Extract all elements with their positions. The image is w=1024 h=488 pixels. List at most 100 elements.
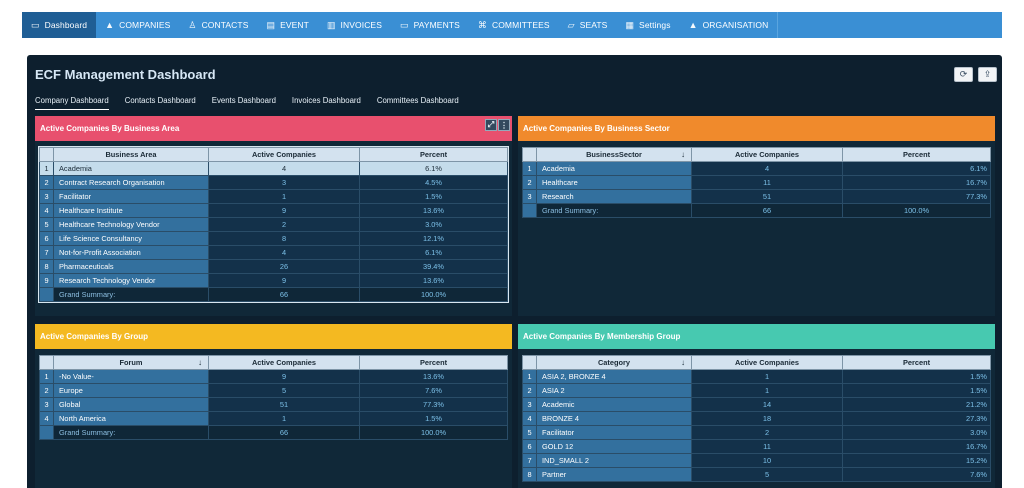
row-count: 5 (208, 383, 360, 398)
row-number: 2 (522, 383, 537, 398)
row-count: 11 (691, 439, 843, 454)
table-row[interactable]: 1 Academia 4 6.1% (522, 161, 991, 176)
table-row[interactable]: 9 Research Technology Vendor 9 13.6% (39, 273, 508, 288)
table-row[interactable]: 5 Facilitator 2 3.0% (522, 425, 991, 440)
top-navigation-bar: ▭ Dashboard ▲ COMPANIES ♙ CONTACTS ▤ EVE… (22, 12, 1002, 38)
table-row[interactable]: 6 GOLD 12 11 16.7% (522, 439, 991, 454)
summary-label: Grand Summary: (536, 203, 692, 218)
table-row[interactable]: 1 -No Value- 9 13.6% (39, 369, 508, 384)
table-row[interactable]: 7 Not-for-Profit Association 4 6.1% (39, 245, 508, 260)
table-row[interactable]: 4 Healthcare Institute 9 13.6% (39, 203, 508, 218)
table-row[interactable]: 1 ASIA 2, BRONZE 4 1 1.5% (522, 369, 991, 384)
tab-company-dashboard[interactable]: Company Dashboard (35, 96, 109, 110)
tab-contacts-dashboard[interactable]: Contacts Dashboard (124, 96, 196, 105)
column-header[interactable]: Active Companies (691, 147, 843, 162)
data-grid[interactable]: Forum ↓ Active Companies Percent 1 -No Va… (39, 355, 508, 440)
nav-item-seats[interactable]: ▱ SEATS (559, 12, 617, 38)
export-button[interactable]: ⇪ (978, 67, 997, 82)
column-header[interactable]: Category ↓ (536, 355, 692, 370)
panel-body: BusinessSector ↓ Active Companies Percent… (518, 141, 995, 316)
expand-button[interactable]: ⤢ (485, 119, 497, 131)
expand-icon: ⤢ (487, 120, 495, 129)
row-number: 2 (39, 175, 54, 190)
column-header-label: Category (597, 358, 631, 367)
nav-item-contacts[interactable]: ♙ CONTACTS (179, 12, 257, 38)
column-header[interactable]: Business Area (53, 147, 209, 162)
data-grid[interactable]: Category ↓ Active Companies Percent 1 ASI… (522, 355, 991, 482)
dashboard-container: ECF Management Dashboard ⟳ ⇪ Company Das… (27, 55, 1002, 488)
table-row[interactable]: 2 ASIA 2 1 1.5% (522, 383, 991, 398)
nav-item-companies[interactable]: ▲ COMPANIES (96, 12, 179, 38)
panel-title: Active Companies By Business Sector (523, 124, 670, 133)
sort-arrow-icon[interactable]: ↓ (198, 358, 202, 367)
table-row[interactable]: 4 North America 1 1.5% (39, 411, 508, 426)
row-count: 3 (208, 175, 360, 190)
table-row[interactable]: 1 Academia 4 6.1% (39, 161, 508, 176)
row-percent: 3.0% (359, 217, 508, 232)
row-count: 2 (691, 425, 843, 440)
table-row[interactable]: 3 Facilitator 1 1.5% (39, 189, 508, 204)
sort-arrow-icon[interactable]: ↓ (681, 150, 685, 159)
people-icon: ♙ (188, 19, 197, 30)
panel-header: Active Companies By Business Area ⤢ ⋮ (35, 116, 512, 141)
row-label: Research (536, 189, 692, 204)
data-grid[interactable]: BusinessSector ↓ Active Companies Percent… (522, 147, 991, 218)
panel-menu-button[interactable]: ⋮ (498, 119, 510, 131)
table-row[interactable]: 2 Contract Research Organisation 3 4.5% (39, 175, 508, 190)
row-percent: 4.5% (359, 175, 508, 190)
calendar-icon: ▤ (266, 19, 276, 30)
refresh-button[interactable]: ⟳ (954, 67, 973, 82)
row-count: 5 (691, 467, 843, 482)
column-header[interactable]: Active Companies (208, 355, 360, 370)
column-header-label: BusinessSector (586, 150, 642, 159)
table-row[interactable]: 8 Pharmaceuticals 26 39.4% (39, 259, 508, 274)
data-grid[interactable]: Business Area Active Companies Percent 1… (38, 146, 509, 303)
panel-title: Active Companies By Membership Group (523, 332, 681, 341)
column-header[interactable]: Percent (842, 355, 991, 370)
tab-committees-dashboard[interactable]: Committees Dashboard (376, 96, 459, 105)
row-label: Research Technology Vendor (53, 273, 209, 288)
column-header[interactable]: Active Companies (691, 355, 843, 370)
table-row[interactable]: 8 Partner 5 7.6% (522, 467, 991, 482)
nav-item-dashboard[interactable]: ▭ Dashboard (22, 12, 97, 38)
tab-events-dashboard[interactable]: Events Dashboard (211, 96, 276, 105)
column-header[interactable]: Percent (842, 147, 991, 162)
panel-title: Active Companies By Business Area (40, 124, 180, 133)
row-number: 3 (39, 189, 54, 204)
table-row[interactable]: 6 Life Science Consultancy 8 12.1% (39, 231, 508, 246)
nav-item-payments[interactable]: ▭ PAYMENTS (391, 12, 469, 38)
table-row[interactable]: 5 Healthcare Technology Vendor 2 3.0% (39, 217, 508, 232)
table-row[interactable]: 3 Academic 14 21.2% (522, 397, 991, 412)
table-row[interactable]: 3 Global 51 77.3% (39, 397, 508, 412)
row-count: 4 (208, 161, 360, 176)
nav-item-settings[interactable]: ▦ Settings (616, 12, 679, 38)
refresh-icon: ⟳ (959, 69, 968, 79)
tab-invoices-dashboard[interactable]: Invoices Dashboard (291, 96, 361, 105)
document-icon: ▥ (326, 19, 336, 30)
sort-arrow-icon[interactable]: ↓ (681, 358, 685, 367)
column-header[interactable]: Percent (359, 355, 508, 370)
table-row[interactable]: 2 Europe 5 7.6% (39, 383, 508, 398)
row-percent: 1.5% (359, 189, 508, 204)
nav-item-committees[interactable]: ⌘ COMMITTEES (469, 12, 559, 38)
row-count: 9 (208, 203, 360, 218)
row-label: ASIA 2 (536, 383, 692, 398)
row-label: Academia (536, 161, 692, 176)
column-header[interactable]: Percent (359, 147, 508, 162)
panel-header: Active Companies By Business Sector (518, 116, 995, 141)
nav-item-invoices[interactable]: ▥ INVOICES (318, 12, 391, 38)
row-count: 14 (691, 397, 843, 412)
nav-item-organisation[interactable]: ▲ ORGANISATION (680, 12, 778, 38)
column-header[interactable]: Active Companies (208, 147, 360, 162)
table-row[interactable]: 4 BRONZE 4 18 27.3% (522, 411, 991, 426)
table-row[interactable]: 2 Healthcare 11 16.7% (522, 175, 991, 190)
row-count: 1 (691, 369, 843, 384)
column-header[interactable]: Forum ↓ (53, 355, 209, 370)
row-label: Contract Research Organisation (53, 175, 209, 190)
table-row[interactable]: 3 Research 51 77.3% (522, 189, 991, 204)
table-row[interactable]: 7 IND_SMALL 2 10 15.2% (522, 453, 991, 468)
nav-item-event[interactable]: ▤ EVENT (257, 12, 317, 38)
row-percent: 77.3% (359, 397, 508, 412)
panel-membership-group: Active Companies By Membership Group Cat… (518, 324, 995, 488)
column-header[interactable]: BusinessSector ↓ (536, 147, 692, 162)
